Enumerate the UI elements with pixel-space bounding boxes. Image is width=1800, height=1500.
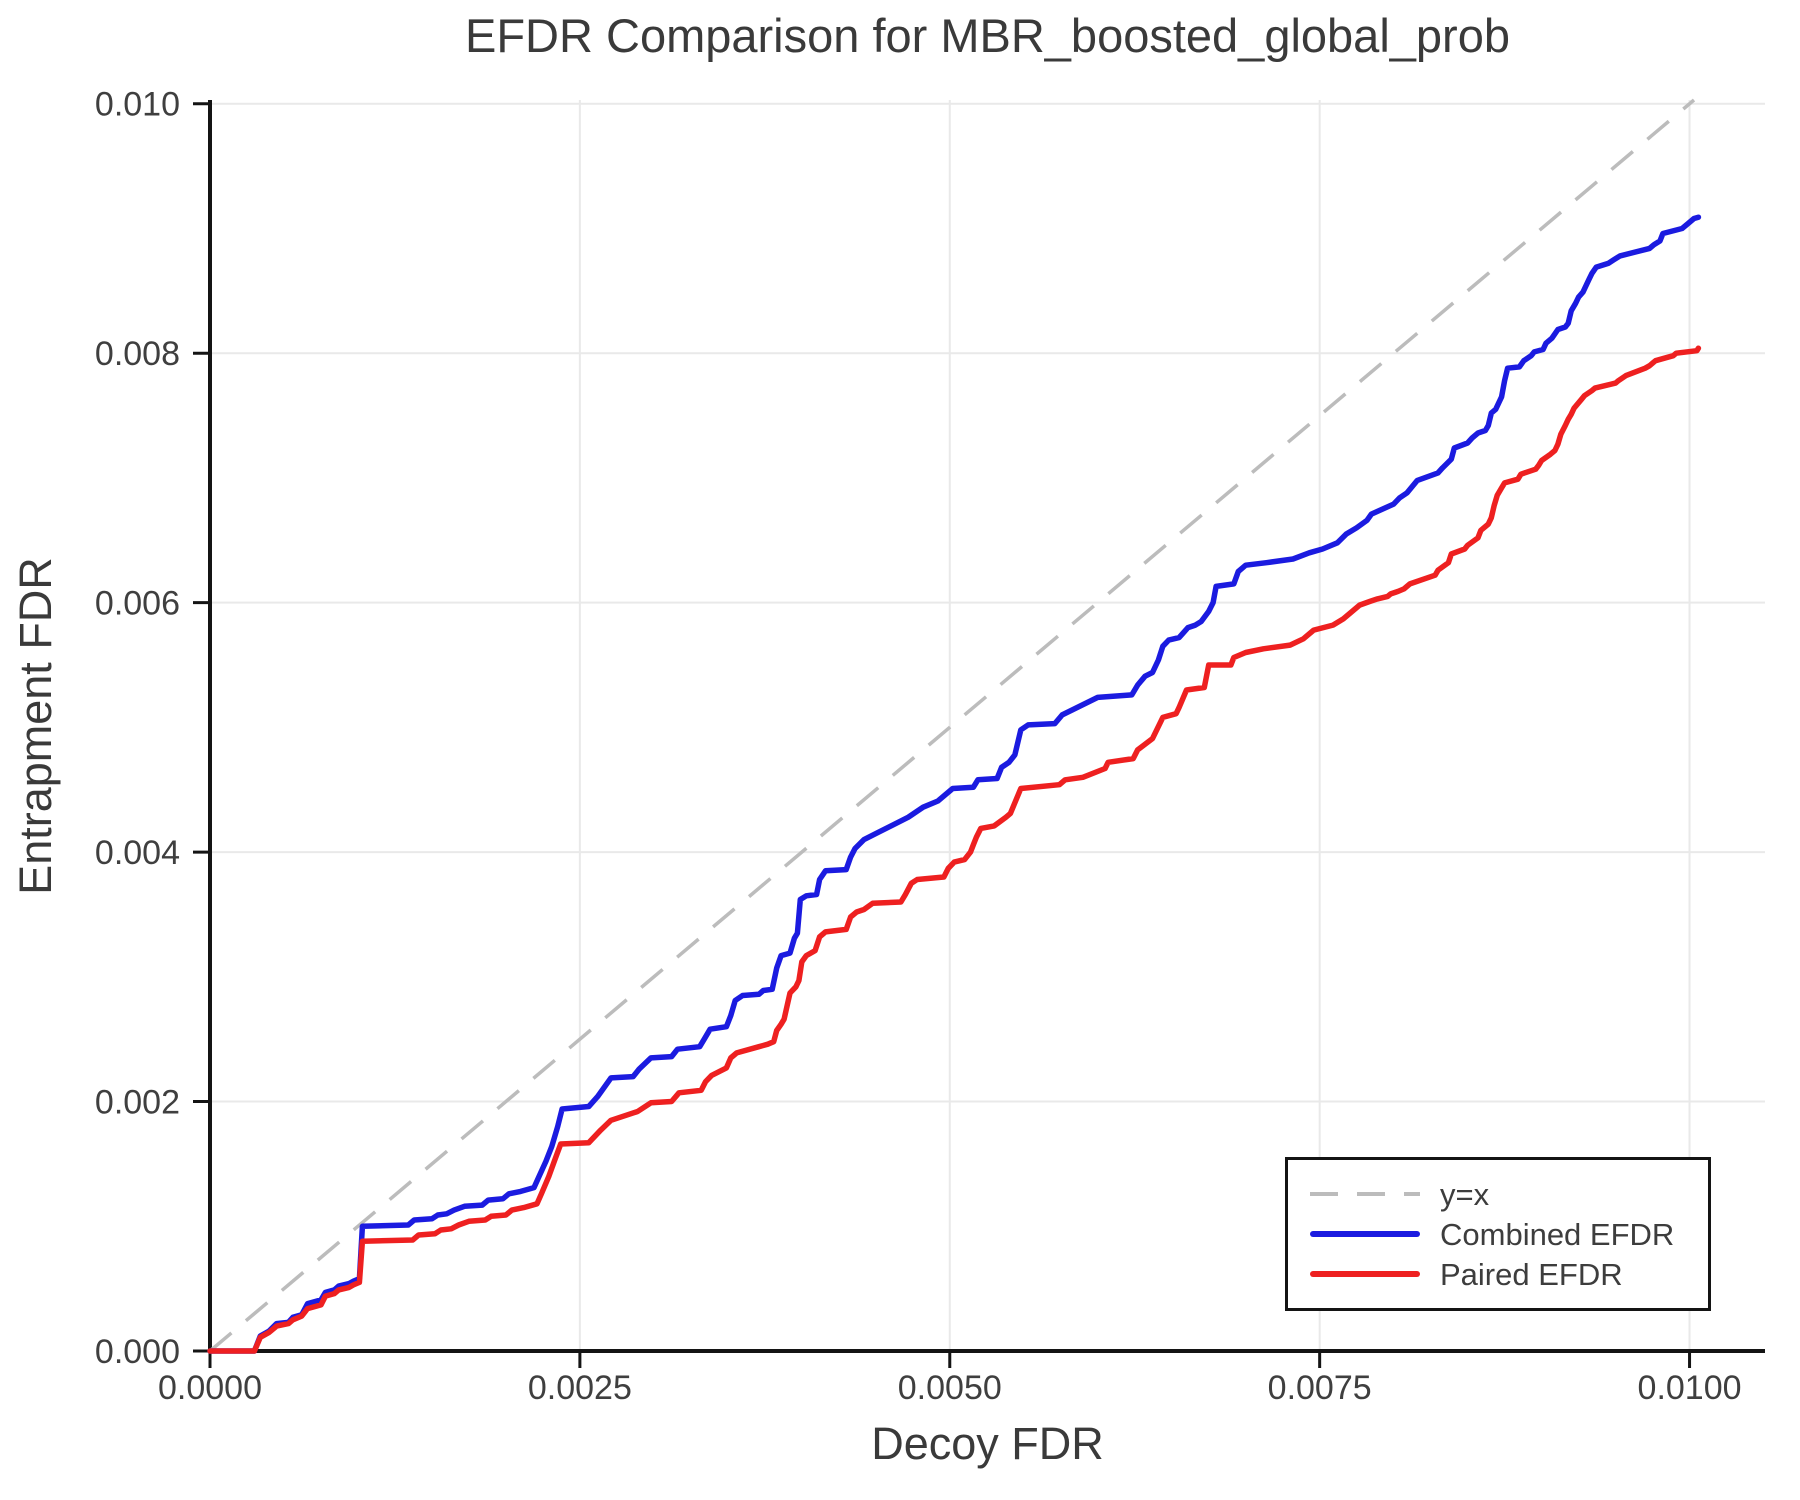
- legend-row-paired: Paired EFDR: [1310, 1254, 1708, 1294]
- axis-spines: [208, 100, 1765, 1353]
- paired-line: [207, 345, 1702, 1354]
- x-tick-label: 0.0100: [1638, 1369, 1742, 1407]
- chart-title: EFDR Comparison for MBR_boosted_global_p…: [465, 9, 1510, 62]
- legend: y=x Combined EFDR Paired EFDR: [1285, 1157, 1711, 1311]
- y-tick-label: 0.010: [95, 86, 180, 124]
- y-tick-label: 0.000: [95, 1333, 180, 1371]
- series-lines: [207, 98, 1702, 1354]
- y-tick-label: 0.008: [95, 335, 180, 373]
- x-axis-label: Decoy FDR: [871, 1418, 1104, 1469]
- x-tick-label: 0.0050: [898, 1369, 1002, 1407]
- y-tick-labels: 0.000 0.002 0.004 0.006 0.008 0.010: [95, 86, 180, 1371]
- y-tick-label: 0.004: [95, 834, 180, 872]
- y-axis-label: Entrapment FDR: [10, 557, 61, 895]
- tick-marks: [193, 102, 1692, 1368]
- gridlines: [209, 100, 1765, 1352]
- y-tick-label: 0.006: [95, 585, 180, 623]
- legend-row-identity: y=x: [1310, 1174, 1708, 1214]
- x-tick-label: 0.0025: [528, 1369, 632, 1407]
- x-tick-labels: 0.0000 0.0025 0.0050 0.0075 0.0100: [158, 1369, 1742, 1407]
- identity-line-sample-icon: [1310, 1192, 1420, 1196]
- legend-label-identity: y=x: [1440, 1176, 1490, 1212]
- legend-label-paired: Paired EFDR: [1440, 1256, 1623, 1292]
- y-tick-label: 0.002: [95, 1084, 180, 1122]
- legend-row-combined: Combined EFDR: [1310, 1214, 1708, 1254]
- paired-line-sample-icon: [1310, 1271, 1420, 1277]
- combined-line-sample-icon: [1310, 1231, 1420, 1237]
- combined-line: [207, 214, 1702, 1354]
- identity-line: [208, 98, 1696, 1353]
- x-tick-label: 0.0000: [158, 1369, 262, 1407]
- legend-label-combined: Combined EFDR: [1440, 1216, 1675, 1252]
- x-tick-label: 0.0075: [1268, 1369, 1372, 1407]
